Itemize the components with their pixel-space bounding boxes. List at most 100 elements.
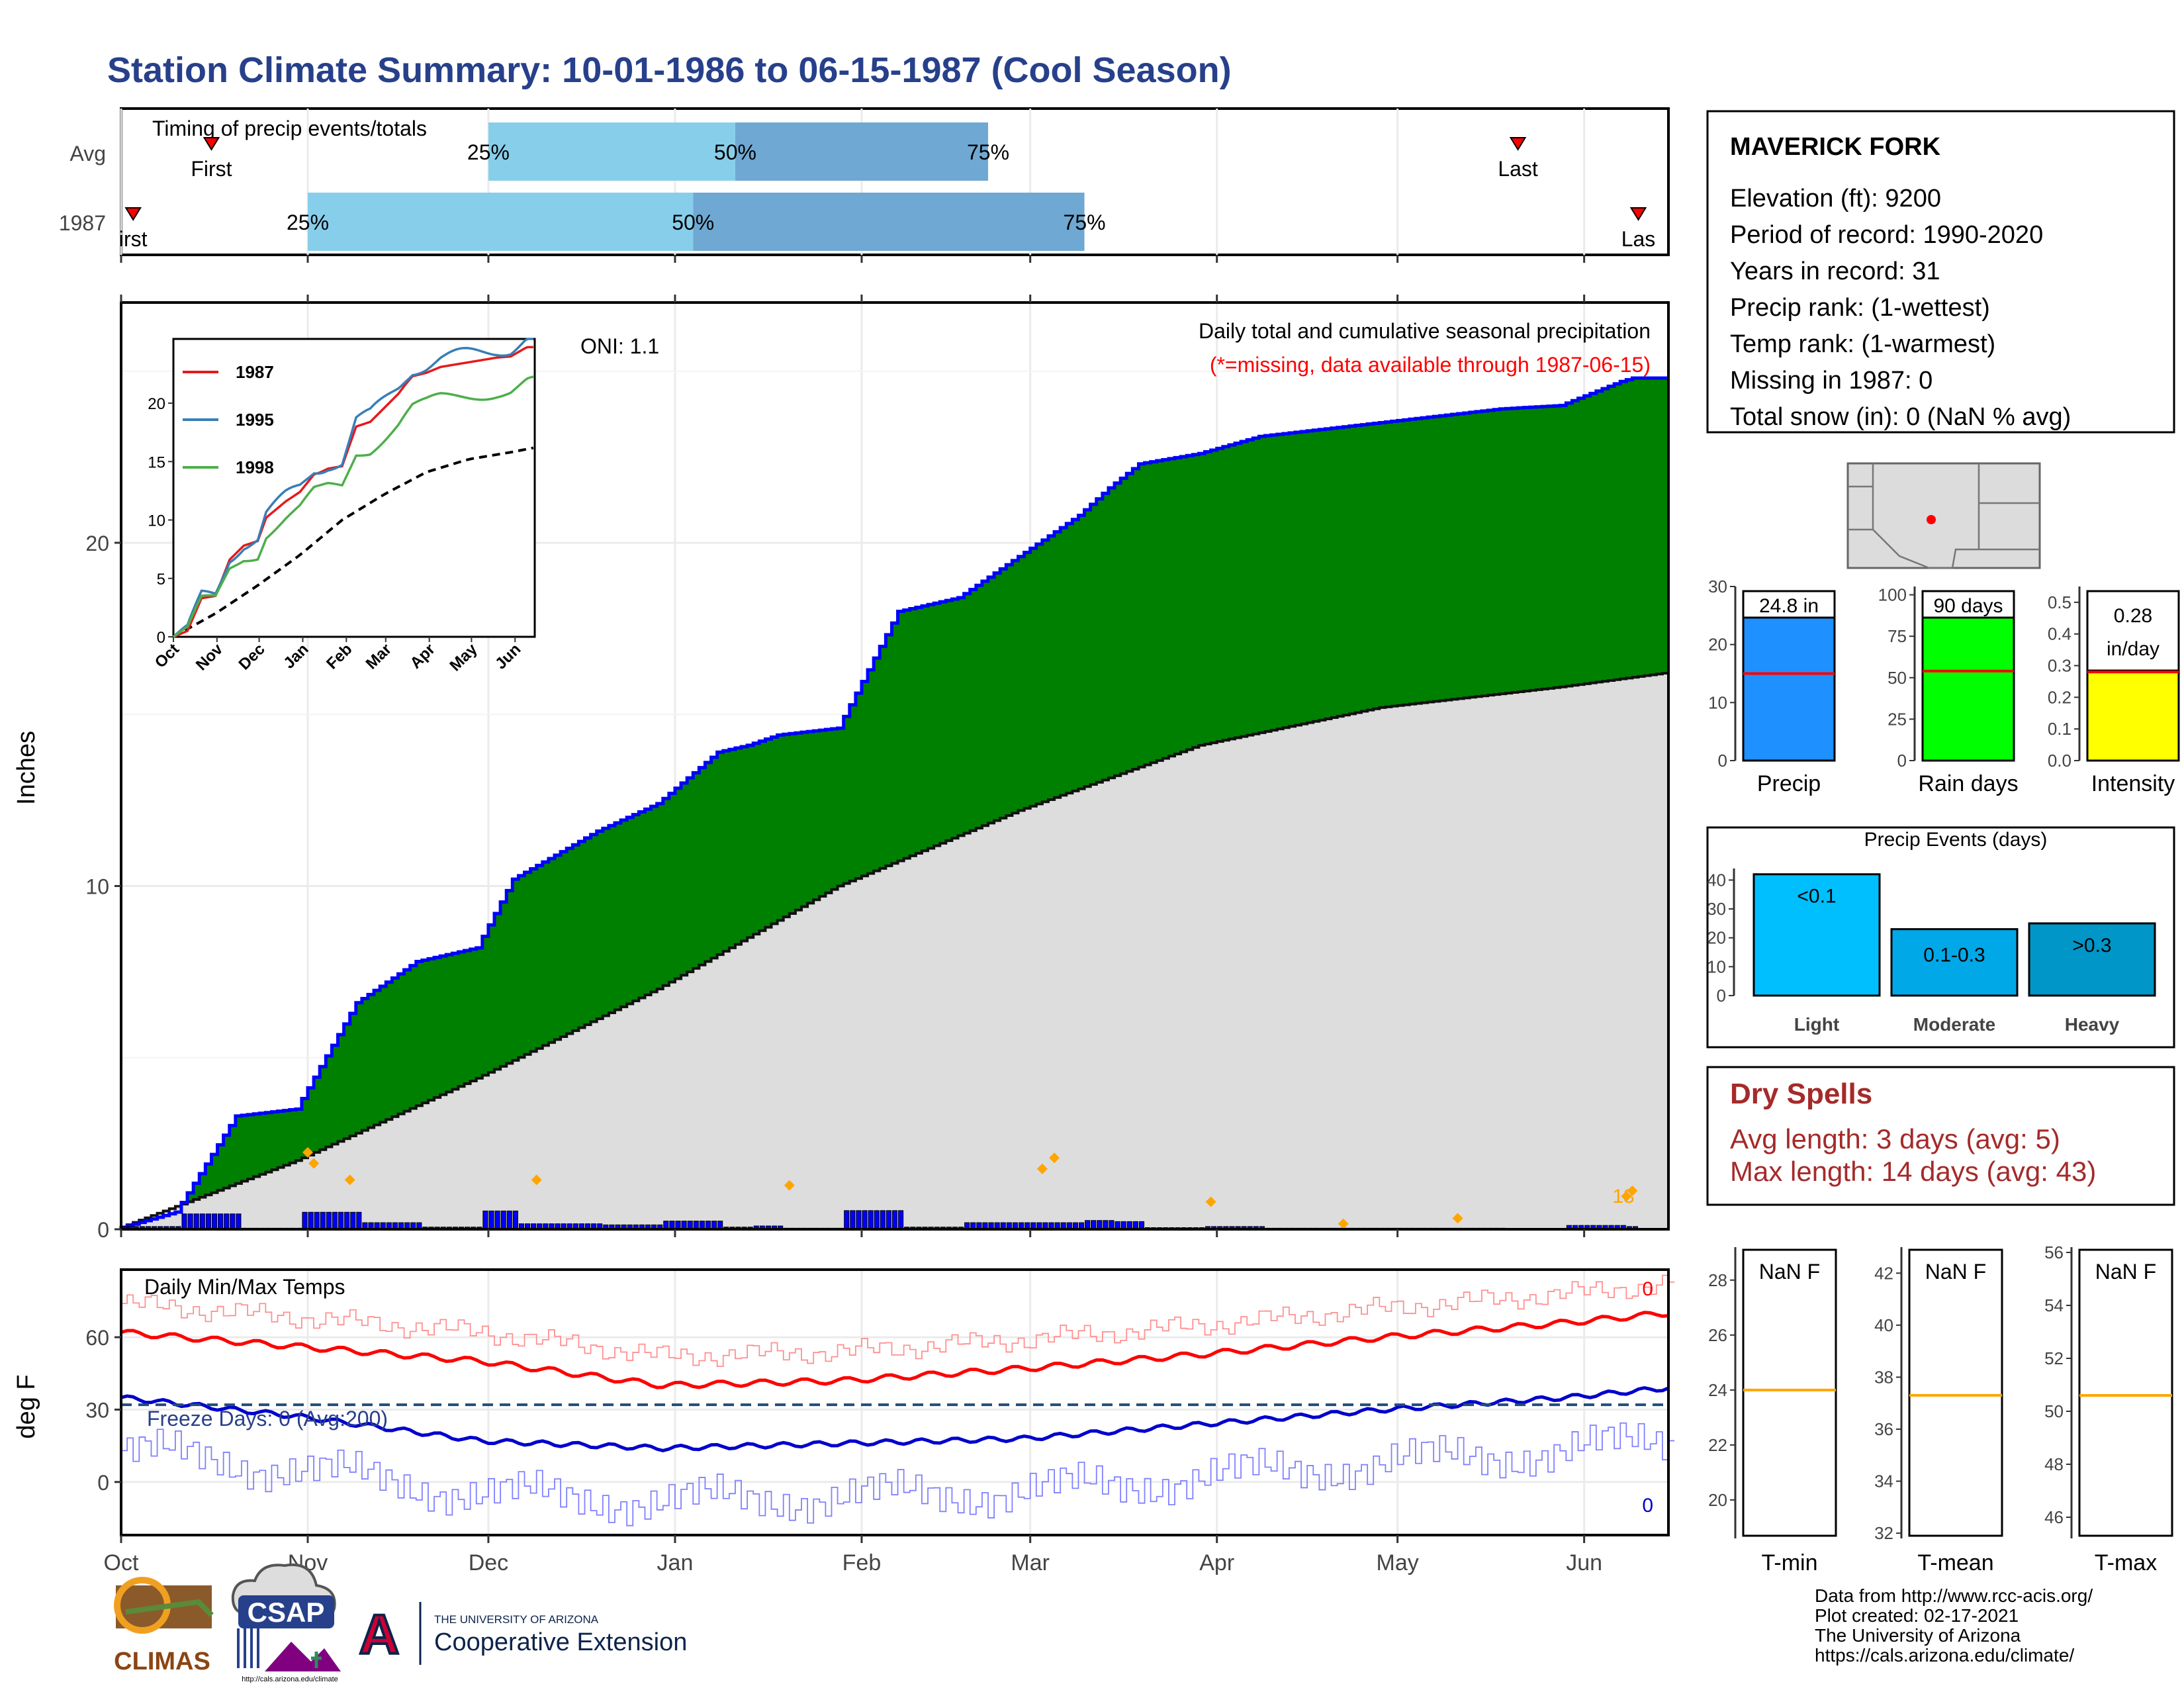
csap-logo: CSAP http://cals.arizona.edu/climate [231, 1563, 341, 1683]
events-tick-label: 30 [1707, 899, 1726, 919]
temp-box-label: T-min [1762, 1550, 1818, 1575]
mini-bar-tick-label: 0.1 [2048, 719, 2071, 739]
daily-bar [862, 1210, 868, 1230]
credits-line-3: The University of Arizona [1815, 1625, 2021, 1646]
events-bar-moderate [1890, 928, 2019, 997]
max-count-label: 0 [1642, 1278, 1653, 1300]
events-bar-light [1752, 873, 1881, 997]
daily-bar [187, 1213, 193, 1230]
average-min-temp-line [120, 1385, 1670, 1452]
timing-first-label: irst [119, 227, 148, 251]
main-annotation-missing: (*=missing, data available through 1987-… [1210, 353, 1651, 377]
temp-box-tick-label: 40 [1874, 1315, 1893, 1335]
timing-first-marker [203, 137, 220, 151]
precip-panel: 0 10 20 Inches Daily total and cumulative … [13, 301, 1670, 1242]
timing-title: Timing of precip events/totals [152, 117, 427, 140]
month-tick-label: Oct [104, 1550, 139, 1575]
temp-box-tick-label: 20 [1708, 1490, 1727, 1510]
timing-bar-q2 [488, 122, 735, 181]
timing-first-label: First [191, 157, 232, 181]
mini-bar-1 [1921, 610, 2015, 762]
inset-average-line [173, 446, 534, 638]
station-snow: Total snow (in): 0 (NaN % avg) [1730, 403, 2071, 431]
mini-bar-tick-label: 0 [1897, 751, 1907, 771]
daily-peak-marker [344, 1174, 355, 1186]
daily-bar [308, 1211, 314, 1230]
daily-bar [512, 1210, 518, 1230]
daily-peak-marker [1621, 1191, 1632, 1202]
ua-letter: A [359, 1603, 400, 1665]
timing-bar-q3 [693, 193, 1085, 251]
mini-bar-tick-label: 10 [1708, 692, 1727, 712]
timing-row-1987-label: 1987 [59, 211, 106, 235]
events-tick-label: 20 [1707, 928, 1726, 948]
climas-logo: CLIMAS [114, 1577, 214, 1675]
month-tick-label: May [1377, 1550, 1419, 1575]
inset-legend-label: 1995 [236, 410, 274, 430]
mini-bar-tick-label: 25 [1888, 709, 1907, 729]
temp-box-tick-label: 38 [1874, 1367, 1893, 1387]
mini-bar-value-box [2086, 590, 2180, 672]
inset-legend-label: 1987 [236, 362, 274, 382]
main-ytick-label: 20 [85, 532, 109, 555]
temp-box-tick-label: 50 [2044, 1401, 2064, 1421]
daily-bar [494, 1210, 500, 1230]
temp-box-value: NaN F [1925, 1260, 1986, 1284]
station-precip-rank: Precip rank: (1-wettest) [1730, 294, 1990, 322]
events-bar-label: Moderate [1913, 1014, 1995, 1035]
csap-text: CSAP [248, 1597, 325, 1628]
temp-box-tick-label: 48 [2044, 1454, 2064, 1474]
daily-peak-marker [302, 1147, 314, 1158]
cumulative-precip-line [119, 376, 1668, 1229]
daily-bar [314, 1211, 320, 1230]
timing-last-label: Las [1621, 227, 1656, 251]
temp-box-tick-label: 22 [1708, 1435, 1727, 1455]
temp-box-tick-label: 32 [1874, 1523, 1893, 1543]
daily-bar [230, 1213, 236, 1230]
daily-bar [891, 1210, 898, 1230]
month-tick-label: Mar [1011, 1550, 1050, 1575]
timing-p75-label: 75% [1064, 211, 1106, 234]
mini-bar-0 [1742, 616, 1836, 762]
mini-bar-tick-label: 20 [1708, 635, 1727, 655]
ua-small-text: THE UNIVERSITY OF ARIZONA [434, 1613, 599, 1626]
inset-ytick-label: 10 [148, 512, 165, 530]
temperature-panel: Daily Min/Max Temps Freeze Days: 0 (Avg:… [13, 1268, 1675, 1536]
mini-bar-2-fill [2086, 671, 2180, 762]
daily-bar [874, 1210, 880, 1230]
timing-p25-label: 25% [287, 211, 329, 234]
daily-bar [344, 1211, 350, 1230]
freeze-days-label: Freeze Days: 0 (Avg:200) [147, 1407, 388, 1430]
dry-spells-title: Dry Spells [1730, 1078, 1872, 1110]
mini-bar-value: 90 days [1933, 595, 2003, 617]
page-title: Station Climate Summary: 10-01-1986 to 0… [107, 50, 1232, 90]
mini-bar-tick-label: 0 [1718, 751, 1727, 771]
daily-peak-marker [1338, 1218, 1349, 1229]
temp-box-tick-label: 56 [2044, 1243, 2064, 1262]
temp-title: Daily Min/Max Temps [144, 1275, 345, 1299]
mini-bar-tick-label: 0.2 [2048, 687, 2071, 707]
daily-peak-marker [1452, 1213, 1463, 1224]
main-ylabel: Inches [13, 731, 40, 805]
mini-bar-tick-label: 75 [1888, 626, 1907, 646]
credits-line-1: Data from http://www.rcc-acis.org/ [1815, 1585, 2093, 1606]
mini-bar-value-box [1742, 590, 1836, 619]
month-tick-label: Jan [657, 1550, 694, 1575]
credits-line-2: Plot created: 02-17-2021 [1815, 1605, 2019, 1626]
mini-bar-value: 24.8 in [1759, 595, 1819, 617]
temp-box-label: T-max [2095, 1550, 2157, 1575]
timing-last-label: Last [1498, 157, 1538, 181]
daily-max-line [121, 1274, 1675, 1367]
credits: Data from http://www.rcc-acis.org/ Plot … [1815, 1585, 2093, 1665]
temp-box-label: T-mean [1917, 1550, 1993, 1575]
temp-box-1 [1908, 1248, 2003, 1537]
inset-ytick-label: 5 [157, 571, 165, 588]
daily-peak-marker [1049, 1152, 1060, 1164]
daily-bar [193, 1213, 199, 1230]
mini-bar-label: Rain days [1918, 771, 2018, 796]
temp-box-0 [1742, 1248, 1837, 1537]
daily-peak-marker [531, 1174, 542, 1186]
events-bar-inner-label: <0.1 [1797, 886, 1836, 908]
daily-bar [338, 1211, 344, 1230]
